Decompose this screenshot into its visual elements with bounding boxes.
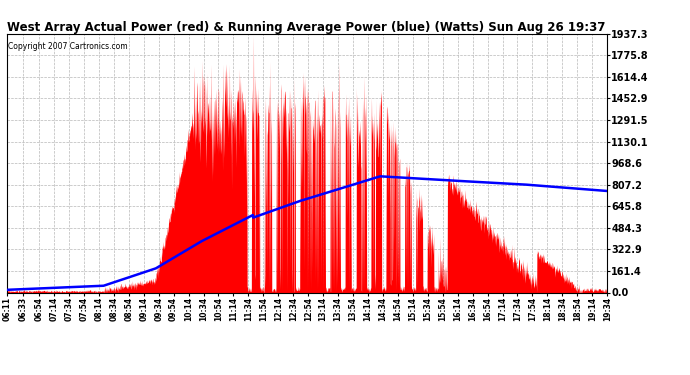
- Text: Copyright 2007 Cartronics.com: Copyright 2007 Cartronics.com: [8, 42, 128, 51]
- Text: West Array Actual Power (red) & Running Average Power (blue) (Watts) Sun Aug 26 : West Array Actual Power (red) & Running …: [7, 21, 605, 34]
